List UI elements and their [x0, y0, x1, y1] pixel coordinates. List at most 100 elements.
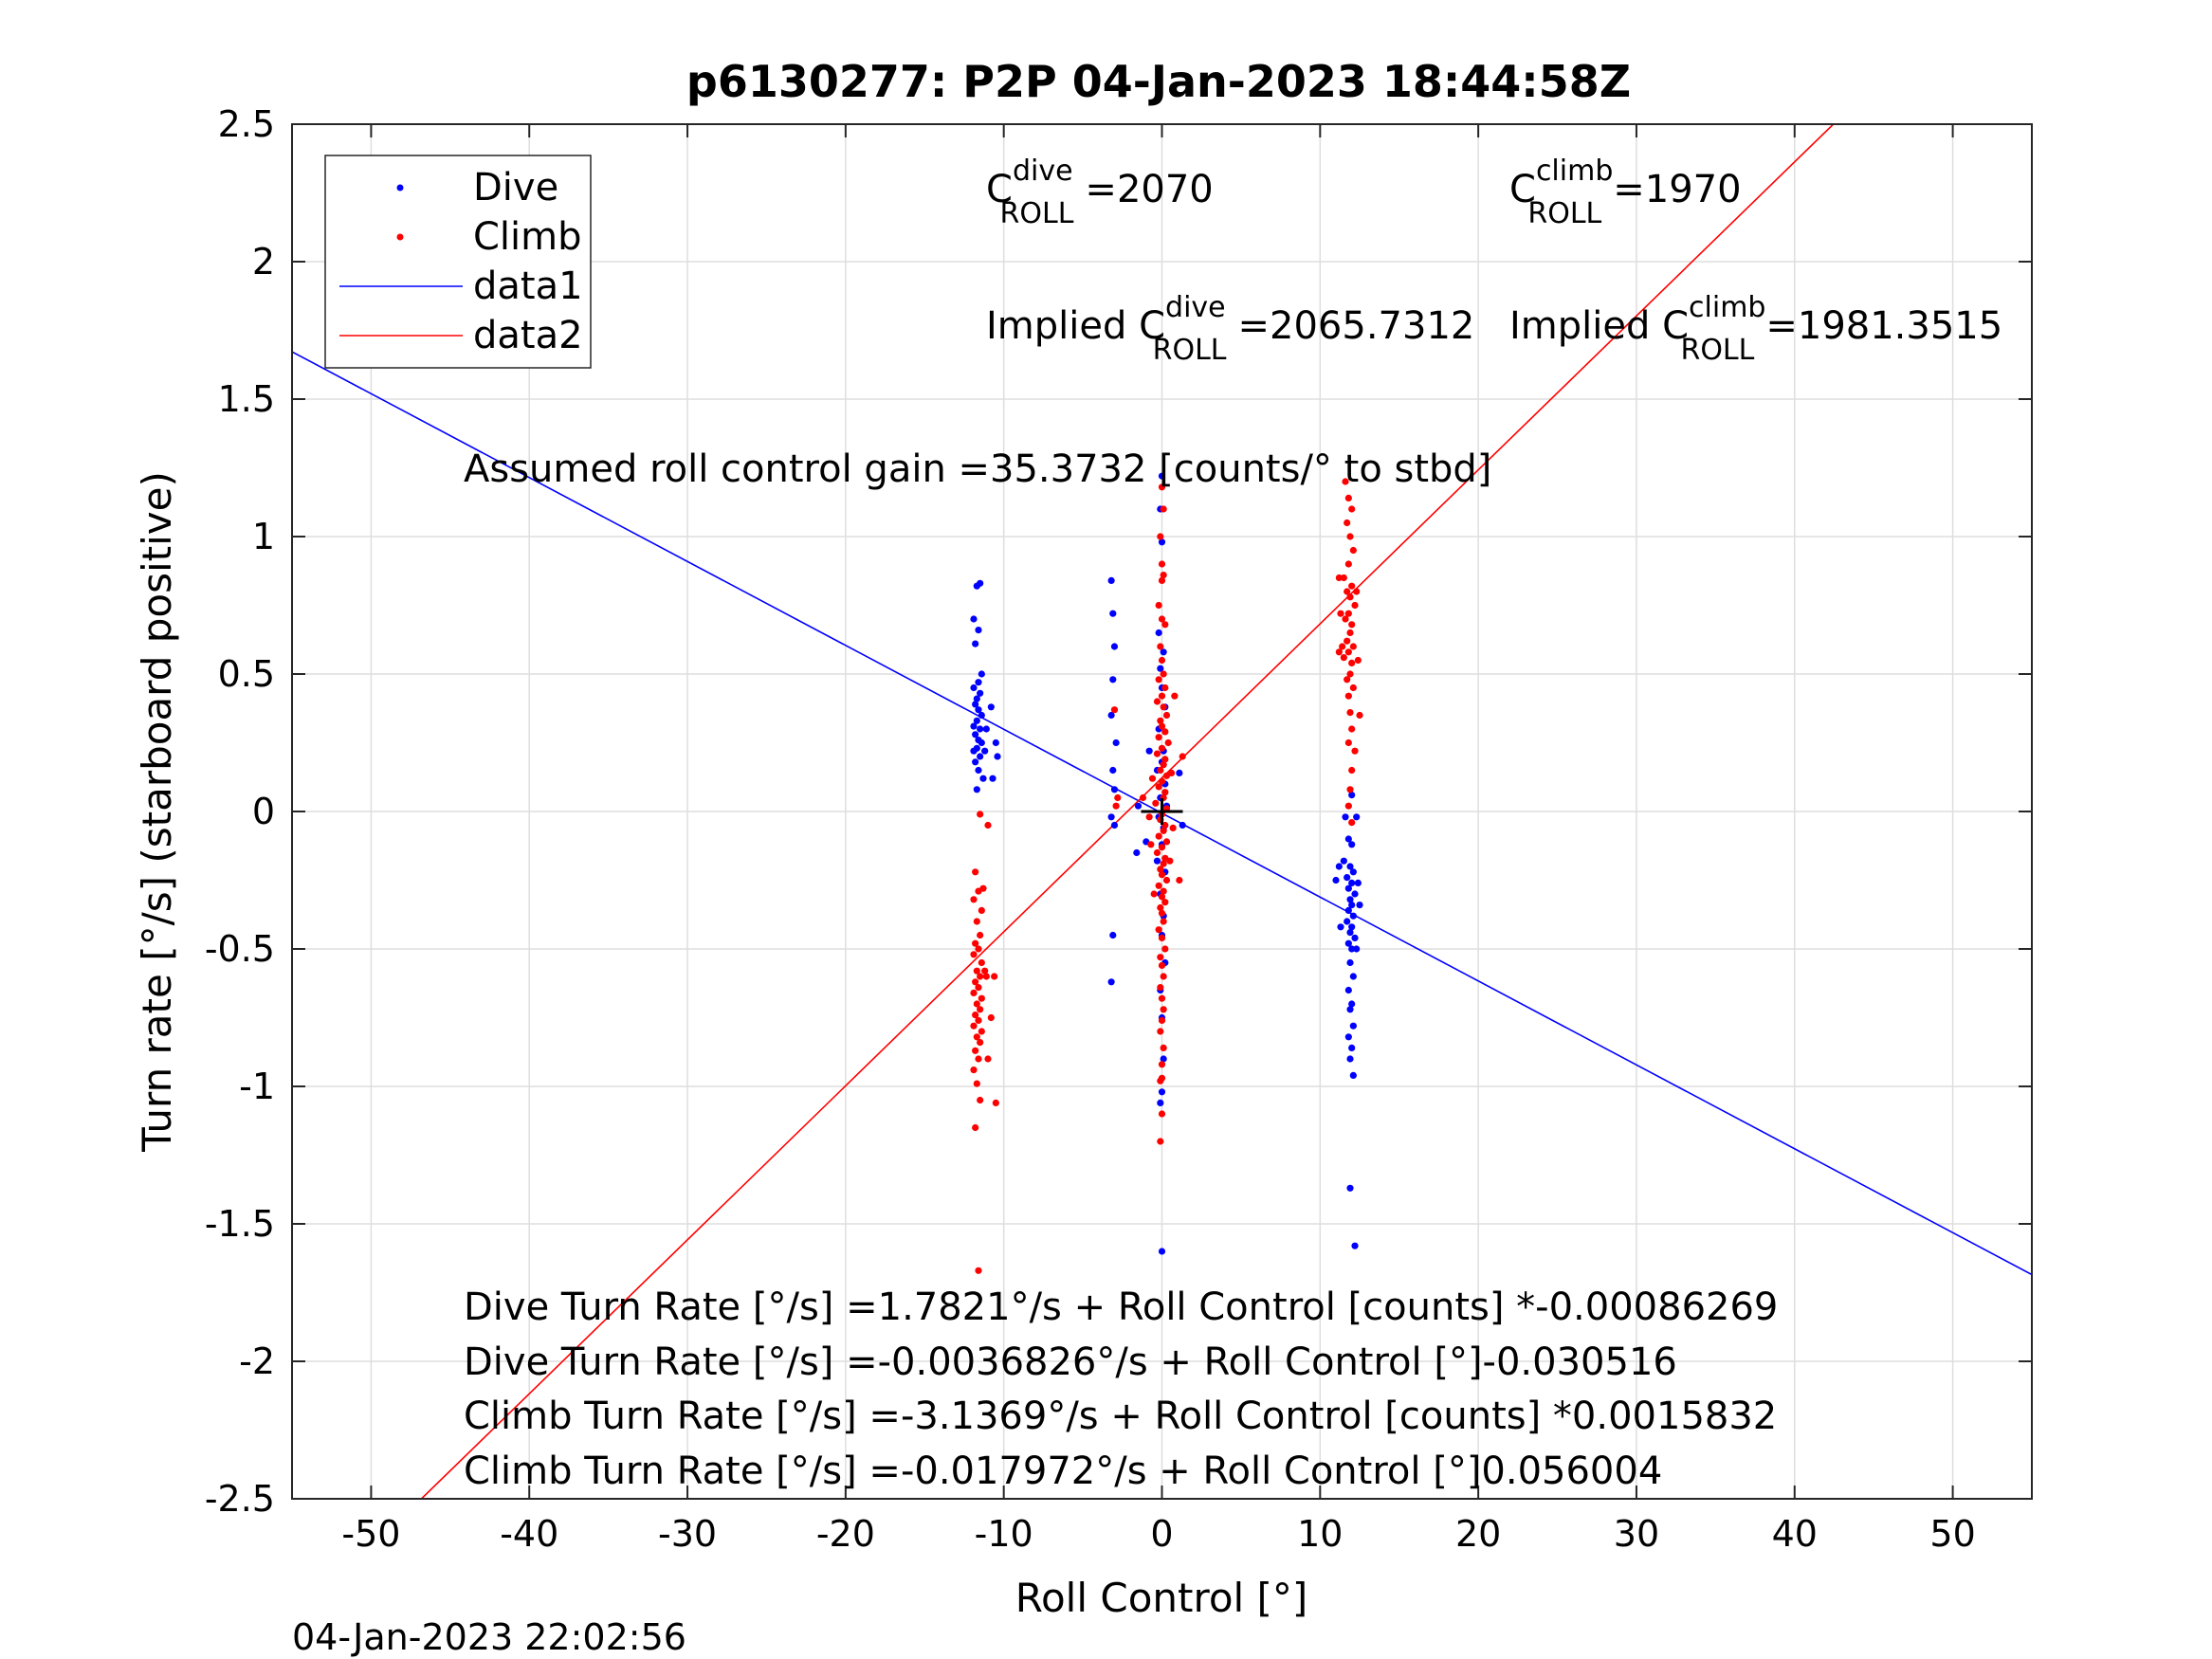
- climb-point: [1158, 844, 1166, 851]
- climb-point: [1335, 574, 1343, 582]
- dive-point: [1344, 874, 1351, 882]
- dive-point: [1133, 848, 1141, 857]
- climb-point: [977, 1096, 984, 1104]
- climb-point: [1158, 909, 1166, 917]
- climb-point: [1340, 654, 1347, 662]
- climb-point: [1356, 711, 1363, 720]
- dive-point: [1354, 879, 1362, 887]
- climb-point: [1155, 676, 1162, 684]
- dive-point: [1353, 945, 1361, 953]
- dive-point: [1134, 802, 1143, 810]
- climb-point: [1161, 684, 1169, 692]
- climb-point: [1346, 629, 1354, 637]
- y-tick-label: -0.5: [205, 928, 275, 970]
- dive-point: [1348, 902, 1356, 909]
- climb-point: [1166, 857, 1174, 865]
- c-dive-annotation: Cdive ROLL=2070: [986, 155, 1214, 230]
- climb-point: [975, 1267, 982, 1274]
- dive-point: [1344, 918, 1351, 925]
- x-axis-label: Roll Control [°]: [1015, 1575, 1308, 1621]
- climb-point: [1164, 738, 1172, 747]
- climb-point: [978, 1028, 985, 1035]
- dive-point: [1153, 857, 1161, 865]
- climb-point: [973, 918, 980, 925]
- climb-point: [987, 1013, 995, 1022]
- climb-point: [1340, 574, 1347, 582]
- climb-point: [1148, 775, 1157, 782]
- climb-point: [1145, 813, 1153, 821]
- climb-point: [1342, 615, 1349, 623]
- climb-point: [1158, 483, 1166, 491]
- climb-point: [1346, 533, 1354, 540]
- dive-point: [977, 689, 984, 697]
- y-tick-label: -1.5: [205, 1203, 275, 1245]
- climb-point: [970, 1022, 978, 1030]
- climb-point: [1161, 621, 1169, 629]
- climb-point: [1152, 799, 1160, 807]
- climb-point: [992, 1099, 999, 1106]
- climb-point: [978, 958, 985, 967]
- climb-point: [1161, 899, 1169, 906]
- dive-point: [1157, 1099, 1164, 1106]
- y-tick-label: -2: [239, 1340, 275, 1382]
- climb-point: [972, 1047, 979, 1054]
- dive-point: [1344, 906, 1352, 915]
- fit-line-data2: [420, 124, 1835, 1499]
- dive-point: [1158, 1088, 1166, 1096]
- dive-point: [977, 753, 984, 760]
- dive-point: [1349, 868, 1357, 876]
- dive-point: [973, 786, 980, 793]
- climb-point: [1354, 656, 1362, 665]
- climb-point: [1157, 984, 1164, 992]
- fit-line-2: Dive Turn Rate [°/s] =-0.0036826°/s + Ro…: [464, 1340, 1677, 1384]
- climb-point: [1349, 684, 1357, 692]
- climb-point: [1157, 533, 1164, 540]
- climb-point: [1344, 494, 1352, 502]
- climb-point: [1348, 621, 1356, 629]
- legend-data1-label: data1: [473, 264, 583, 308]
- dive-point: [978, 738, 985, 747]
- dive-point: [1346, 929, 1354, 937]
- climb-point: [970, 951, 978, 958]
- climb-point: [1157, 717, 1164, 724]
- x-tick-label: -50: [341, 1513, 400, 1555]
- dive-point: [1109, 766, 1117, 775]
- data-points: [970, 472, 1363, 1274]
- dive-point: [1160, 1055, 1167, 1063]
- plot-frame: [291, 123, 2033, 1500]
- dive-point: [970, 722, 978, 730]
- dive-point: [1351, 1242, 1359, 1249]
- fit-line-3: Climb Turn Rate [°/s] =-3.1369°/s + Roll…: [464, 1395, 1777, 1438]
- dive-point: [1145, 747, 1153, 755]
- climb-point: [1344, 692, 1352, 700]
- climb-point: [973, 1080, 980, 1087]
- dive-point: [1344, 884, 1352, 892]
- climb-point: [1158, 934, 1166, 942]
- center-marker: [1141, 798, 1183, 825]
- climb-point: [1155, 783, 1162, 791]
- dive-point: [1344, 986, 1352, 994]
- climb-point: [1158, 692, 1166, 700]
- dive-point: [1342, 813, 1349, 821]
- y-tick-label: -2.5: [205, 1478, 275, 1520]
- climb-point: [1139, 793, 1147, 802]
- climb-point: [970, 989, 978, 996]
- climb-point: [1160, 572, 1167, 579]
- dive-point: [972, 701, 979, 708]
- climb-point: [1346, 670, 1354, 678]
- dive-point: [972, 731, 979, 738]
- climb-point: [1344, 802, 1352, 810]
- climb-point: [978, 906, 985, 915]
- climb-point: [1162, 711, 1171, 720]
- dive-point: [1344, 835, 1352, 843]
- climb-point: [1344, 648, 1352, 656]
- climb-point: [1346, 709, 1354, 717]
- dive-point: [1349, 1071, 1357, 1079]
- dive-point: [973, 695, 980, 702]
- climb-point: [1155, 734, 1162, 741]
- climb-point: [1161, 789, 1169, 796]
- climb-point: [1160, 703, 1167, 711]
- dive-point: [981, 747, 989, 755]
- dive-point: [1335, 863, 1343, 870]
- dive-point: [1356, 902, 1363, 909]
